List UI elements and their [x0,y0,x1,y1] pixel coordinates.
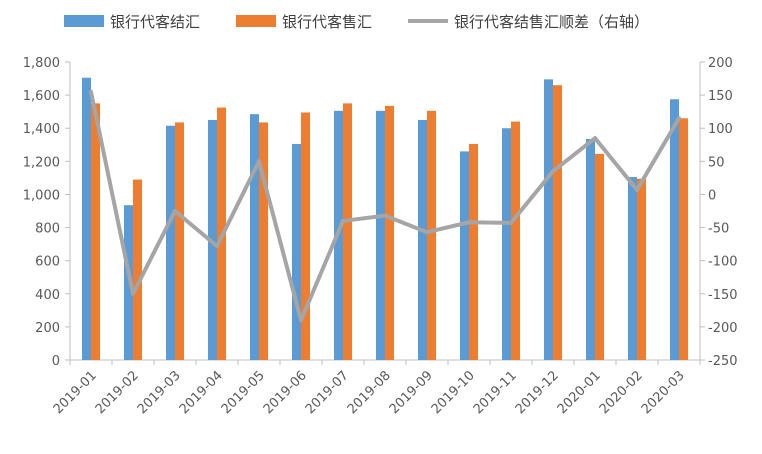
line-point [341,218,345,223]
x-tick-label: 2019-09 [387,368,436,417]
bar-series-1 [460,151,469,360]
plot-area: 0 200 400 600 800 1,000 1,200 1,400 1,600 1,800 -2… [23,56,738,417]
bar-series-1 [544,79,553,360]
x-tick-label: 2019-10 [429,368,478,417]
bar-series-1 [82,77,91,360]
left-tick-label: 200 [35,321,60,336]
line-point [383,213,387,218]
x-tick-label: 2019-08 [345,368,394,417]
right-tick-label: 150 [708,89,733,104]
left-tick-label: 600 [35,255,60,270]
left-tick-label: 1,000 [23,188,60,203]
line-point [467,220,471,225]
line-point [131,291,135,296]
line-point [593,136,597,141]
right-tick-label: -50 [708,222,729,237]
legend-label-series-2: 银行代客售汇 [282,13,372,31]
bar-series-2 [343,103,352,360]
bar-series-2 [259,122,268,360]
legend: 银行代客结汇 银行代客售汇 银行代客结售汇顺差（右轴） [64,13,649,31]
line-point [551,169,555,174]
bar-series-1 [292,143,301,360]
bar-series-1 [586,138,595,360]
right-tick-label: 0 [708,188,716,203]
bar-series-2 [679,118,688,361]
line-point [89,89,93,94]
x-tick-label: 2020-03 [639,368,688,417]
bar-series-1 [166,125,175,360]
left-tick-label: 1,400 [23,122,60,137]
line-point [677,116,681,121]
bar-series-2 [511,121,520,360]
line-point [299,318,303,323]
legend-swatch-series-1 [64,15,104,27]
line-point [257,159,261,164]
right-tick-label: -250 [708,354,738,369]
bar-series-1 [628,177,637,360]
bar-series-1 [124,205,133,360]
x-tick-label: 2019-04 [177,368,226,417]
bar-series-2 [595,153,604,360]
right-tick-label: -200 [708,321,738,336]
legend-label-series-3: 银行代客结售汇顺差（右轴） [454,13,649,31]
bar-series-2 [427,110,436,360]
x-tick-label: 2019-01 [51,368,100,417]
bar-series-1 [376,110,385,360]
bar-series-2 [133,179,142,360]
right-tick-label: 100 [708,122,733,137]
left-tick-label: 1,800 [23,56,60,71]
x-tick-label: 2020-02 [597,368,646,417]
bar-series-2 [91,103,100,360]
line-point [173,209,177,213]
bar-series-2 [385,105,394,360]
x-tick-label: 2020-01 [555,368,604,417]
left-tick-label: 1,600 [23,89,60,104]
x-tick-label: 2019-11 [471,368,520,417]
line-point [635,187,639,192]
right-tick-label: 200 [708,56,733,71]
bar-series-2 [637,178,646,360]
bar-series-1 [670,99,679,360]
x-tick-label: 2019-05 [219,368,268,417]
legend-label-series-1: 银行代客结汇 [110,13,200,31]
bar-series-2 [469,143,478,360]
bar-series-2 [553,85,562,360]
legend-swatch-series-2 [236,15,276,27]
x-tick-label: 2019-07 [303,368,352,417]
x-tick-label: 2019-03 [135,368,184,417]
left-tick-label: 800 [35,222,60,237]
bar-series-1 [418,119,427,360]
left-tick-label: 1,200 [23,155,60,170]
bar-series-1 [250,114,259,361]
bar-series-2 [301,112,310,360]
right-tick-label: -100 [708,255,738,270]
bar-series-2 [175,122,184,360]
x-tick-label: 2019-06 [261,368,310,417]
left-tick-label: 400 [35,288,60,303]
x-tick-label: 2019-02 [93,368,142,417]
line-point [425,230,429,235]
right-tick-label: 50 [708,155,725,170]
line-point [215,244,219,249]
line-point [509,220,513,225]
right-tick-label: -150 [708,288,738,303]
left-tick-label: 0 [52,354,60,369]
x-tick-label: 2019-12 [513,368,562,417]
bar-series-1 [502,128,511,360]
